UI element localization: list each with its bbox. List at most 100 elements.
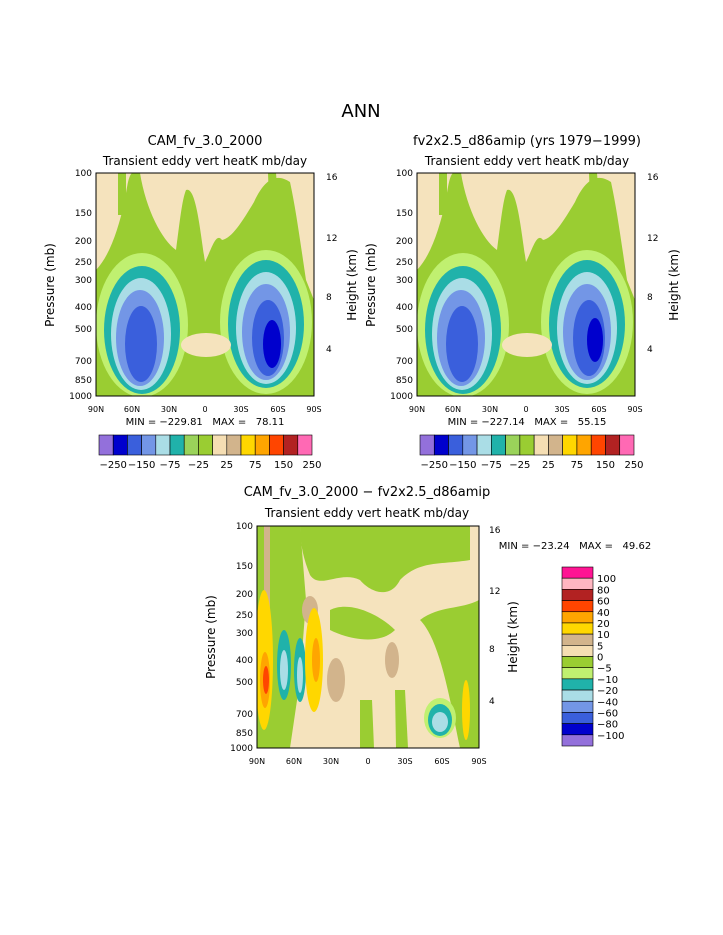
panel-b-y2tick-0: 16: [647, 173, 659, 183]
panel-b-colorbar-swatch: [476, 434, 492, 456]
panel-c-tan-strip: [264, 526, 270, 626]
panel-a-colorbar-swatch: [141, 434, 157, 456]
panel-c-colorbar-label: 60: [597, 597, 610, 608]
panel-b-colorbar-swatch: [519, 434, 535, 456]
panel-c-tan-c: [385, 642, 399, 678]
panel-a-colorbar-swatch: [240, 434, 256, 456]
panel-a-ytick-9: 1000: [69, 392, 92, 402]
page-title: ANN: [341, 101, 380, 122]
panel-c-y2tick-3: 4: [489, 697, 495, 707]
panel-c-green-top: [300, 526, 470, 593]
panel-b-colorbar-swatch: [491, 434, 506, 456]
panel-a-xtick-2: 30N: [161, 405, 177, 414]
panel-a-y2axis: 16 12 8 4: [326, 173, 338, 355]
panel-b-xtick-3: 0: [523, 405, 528, 414]
panel-c-colorbar-label: 40: [597, 608, 610, 619]
panel-c-colorbar-swatch: [561, 589, 594, 601]
panel-c-ytick-3: 250: [236, 611, 253, 621]
panel-a-eq-tan: [181, 333, 231, 357]
panel-c-xtick-0: 90N: [249, 757, 265, 766]
panel-a-colorbar-label: −150: [128, 460, 155, 471]
panel-b-ytick-0: 100: [396, 169, 413, 179]
panel-b-ytick-7: 700: [396, 357, 413, 367]
panel-c-colorbar-label: −5: [597, 664, 612, 675]
panel-c-red-left: [263, 666, 269, 694]
panel-a-colorbar-swatch: [169, 434, 185, 456]
panel-a-colorbar-swatch: [198, 434, 213, 456]
panel-b-xtick-0: 90N: [409, 405, 425, 414]
panel-b-contours: [417, 173, 635, 396]
panel-c-green-strip: [360, 700, 374, 748]
panel-a-stripe-right: [268, 173, 280, 230]
panel-a-xtick-5: 60S: [270, 405, 285, 414]
panel-c-y2tick-1: 12: [489, 587, 500, 597]
panel-c-xtick-3: 0: [365, 757, 370, 766]
panel-c-colorbar-swatch: [561, 734, 594, 747]
panel-a-colorbar-label: −25: [188, 460, 209, 471]
panel-b-ylabel: Pressure (mb): [364, 243, 378, 327]
panel-c-xtick-5: 60S: [434, 757, 449, 766]
panel-c-colorbar-label: 80: [597, 585, 610, 596]
panel-c-tan-b: [327, 658, 345, 702]
panel-c-colorbar-swatch: [561, 723, 594, 736]
panel-c-colorbar-swatch: [561, 622, 594, 635]
panel-a-ytick-7: 700: [75, 357, 92, 367]
panel-c-y2label: Height (km): [506, 601, 520, 672]
panel-b-y2axis: 16 12 8 4: [647, 173, 659, 355]
panel-c-colorbar-swatch: [561, 689, 594, 702]
panel-b-ytick-5: 400: [396, 303, 413, 313]
panel-c-xtick-4: 30S: [397, 757, 412, 766]
panel-b-colorbar-swatch: [505, 434, 521, 456]
panel-c-minmax: MIN = −23.24 MAX = 49.62: [499, 541, 651, 552]
panel-b-ytick-6: 500: [396, 325, 413, 335]
panel-a-yaxis: 100 150 200 250 300 400 500 700 850 1000: [69, 169, 92, 402]
panel-c-ytick-5: 400: [236, 656, 253, 666]
panel-a-colorbar-swatch: [283, 434, 299, 456]
panel-c-colorbar-swatch: [561, 611, 594, 624]
panel-c-y2tick-0: 16: [489, 526, 501, 536]
panel-c-sh-lightblue: [432, 712, 448, 732]
panel-a-xtick-0: 90N: [88, 405, 104, 414]
panel-c-frame: [256, 525, 480, 749]
panel-b-colorbar-label: 25: [542, 460, 555, 471]
panel-c-colorbar-swatch: [561, 600, 594, 613]
panel-c-colorbar-swatch: [561, 667, 594, 680]
panel-a-colorbar: −250 −150 −75 −25 25 75 150 250: [98, 434, 322, 471]
panel-a-xtick-4: 30S: [233, 405, 248, 414]
panel-b-colorbar-swatch: [548, 434, 563, 456]
panel-a-colorbar-label: 75: [249, 460, 262, 471]
panel-a-ytick-3: 250: [75, 258, 92, 268]
panel-c-colorbar-swatch: [561, 633, 594, 646]
panel-b-colorbar-label: 75: [571, 460, 584, 471]
panel-b-frame: [416, 172, 636, 397]
panel-c-colorbar-swatch: [561, 712, 594, 724]
panel-a-y2tick-0: 16: [326, 173, 338, 183]
panel-c-orange-mid: [312, 638, 320, 682]
panel-a-subtitle: Transient eddy vert heatK mb/day: [102, 154, 307, 168]
panel-a-ytick-5: 400: [75, 303, 92, 313]
panel-b-xtick-1: 60N: [445, 405, 461, 414]
panel-c-y2axis: 16 12 8 4: [489, 526, 501, 707]
panel-c-ytick-1: 150: [236, 562, 253, 572]
panel-a-colorbar-swatch: [226, 434, 242, 456]
panel-b-colorbar-swatch: [605, 434, 621, 456]
panel-c-xtick-1: 60N: [286, 757, 302, 766]
panel-b-stripe-right: [589, 173, 601, 230]
panel-c-yellow-right: [462, 680, 470, 740]
panel-c-colorbar-swatch: [561, 566, 594, 579]
panel-a-colorbar-swatch: [127, 434, 142, 456]
panel-a-ytick-2: 200: [75, 237, 92, 247]
panel-c-colorbar-label: −40: [597, 697, 618, 708]
panel-a-stripe: [118, 173, 126, 215]
panel-c-lightblue-b: [297, 657, 303, 693]
panel-c-green-mid: [330, 606, 395, 640]
panel-a-colorbar-label: −250: [99, 460, 126, 471]
panel-a-colorbar-swatch: [269, 434, 284, 456]
panel-a-y2tick-1: 12: [326, 234, 337, 244]
panel-b-y2tick-2: 8: [647, 293, 653, 303]
panel-a-contours: [96, 173, 314, 396]
panel-c-lightblue-a: [280, 650, 288, 690]
panel-a-colorbar-swatch: [254, 434, 270, 456]
panel-c-colorbar-swatch: [561, 656, 594, 668]
